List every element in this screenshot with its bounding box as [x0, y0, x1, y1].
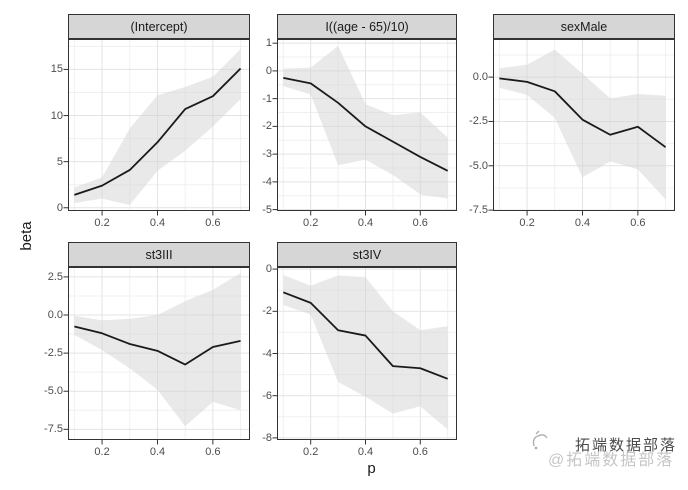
facet-strip-label: sexMale — [493, 14, 675, 39]
y-tick-label: 0.0 — [47, 309, 63, 321]
x-tick-label: 0.2 — [303, 446, 319, 458]
y-tick-label: -2.5 — [469, 115, 488, 128]
watermark-logo-icon — [532, 430, 548, 450]
line-ribbon-chart — [63, 39, 250, 216]
x-tick-label: 0.6 — [412, 217, 428, 229]
y-tick-label: 0 — [265, 64, 272, 77]
x-axis-tick-labels: 0.2 0.4 0.6 — [68, 440, 250, 460]
y-tick-label: 1 — [265, 37, 272, 50]
facet-strip-label: st3IV — [277, 242, 457, 267]
y-tick-label: -7.5 — [44, 423, 63, 436]
y-tick-label: -5 — [262, 203, 272, 216]
x-tick-label: 0.6 — [412, 446, 428, 458]
x-axis-tick-labels: 0.2 0.4 0.6 — [277, 440, 457, 460]
y-tick-label: -4 — [262, 175, 272, 188]
y-tick-label: -7.5 — [469, 204, 488, 217]
plot-panel — [272, 39, 457, 216]
facet-strip-label: (Intercept) — [68, 14, 250, 39]
plot-panel — [488, 39, 675, 216]
plot-panel — [63, 39, 250, 216]
y-tick-label: -1 — [262, 92, 272, 105]
y-tick-label: 15 — [50, 63, 63, 76]
x-tick-label: 0.4 — [574, 217, 591, 229]
y-axis-tick-labels: 0 5 10 15 — [28, 39, 68, 213]
x-tick-label: 0.6 — [205, 217, 221, 229]
x-tick-label: 0.4 — [149, 446, 166, 458]
line-ribbon-chart — [488, 39, 675, 216]
y-tick-label: -8 — [262, 431, 272, 444]
x-tick-label: 0.2 — [519, 217, 535, 229]
y-tick-label: 2.5 — [47, 270, 63, 283]
x-axis-tick-labels: 0.2 0.4 0.6 — [493, 211, 675, 231]
y-tick-label: -2 — [262, 120, 272, 133]
y-tick-label: -5.0 — [469, 159, 488, 172]
x-axis-tick-labels: 0.2 0.4 0.6 — [277, 211, 457, 231]
y-tick-label: -2.5 — [44, 347, 63, 360]
y-tick-label: -5.0 — [44, 385, 63, 398]
x-axis-tick-labels: 0.2 0.4 0.6 — [68, 211, 250, 231]
y-axis-tick-labels: 0 -2 -4 -6 -8 — [237, 263, 277, 444]
facet-strip-label: I((age - 65)/10) — [277, 14, 457, 39]
x-tick-label: 0.4 — [357, 217, 374, 229]
x-tick-label: 0.4 — [149, 217, 166, 229]
y-tick-label: 10 — [50, 109, 63, 122]
y-axis-tick-labels: 1 0 -1 -2 -3 -4 -5 — [237, 37, 277, 215]
x-tick-label: 0.2 — [303, 217, 319, 229]
y-tick-label: -4 — [262, 347, 272, 360]
plot-panel — [272, 267, 457, 445]
y-tick-label: 0 — [265, 263, 272, 276]
x-axis-title: p — [367, 460, 376, 477]
x-tick-label: 0.4 — [357, 446, 374, 458]
facet-strip-label: st3III — [68, 242, 250, 267]
line-ribbon-chart — [272, 39, 457, 216]
y-tick-label: -6 — [262, 389, 272, 402]
y-tick-label: 0 — [56, 201, 63, 214]
line-ribbon-chart — [272, 267, 457, 445]
plot-panel — [63, 267, 250, 445]
x-tick-label: 0.2 — [94, 217, 110, 229]
watermark-text-dark: 拓端数据部落 — [575, 437, 678, 454]
y-axis-tick-labels: 2.5 0.0 -2.5 -5.0 -7.5 — [28, 267, 68, 440]
y-tick-label: -3 — [262, 148, 272, 161]
y-tick-label: -2 — [262, 305, 272, 318]
x-tick-label: 0.6 — [630, 217, 646, 229]
line-ribbon-chart — [63, 267, 250, 445]
y-axis-title: beta — [18, 221, 35, 251]
x-tick-label: 0.2 — [94, 446, 110, 458]
x-tick-label: 0.6 — [205, 446, 221, 458]
y-axis-tick-labels: 0.0 -2.5 -5.0 -7.5 — [453, 39, 493, 216]
y-tick-label: 0.0 — [472, 71, 488, 84]
y-tick-label: 5 — [56, 155, 63, 168]
